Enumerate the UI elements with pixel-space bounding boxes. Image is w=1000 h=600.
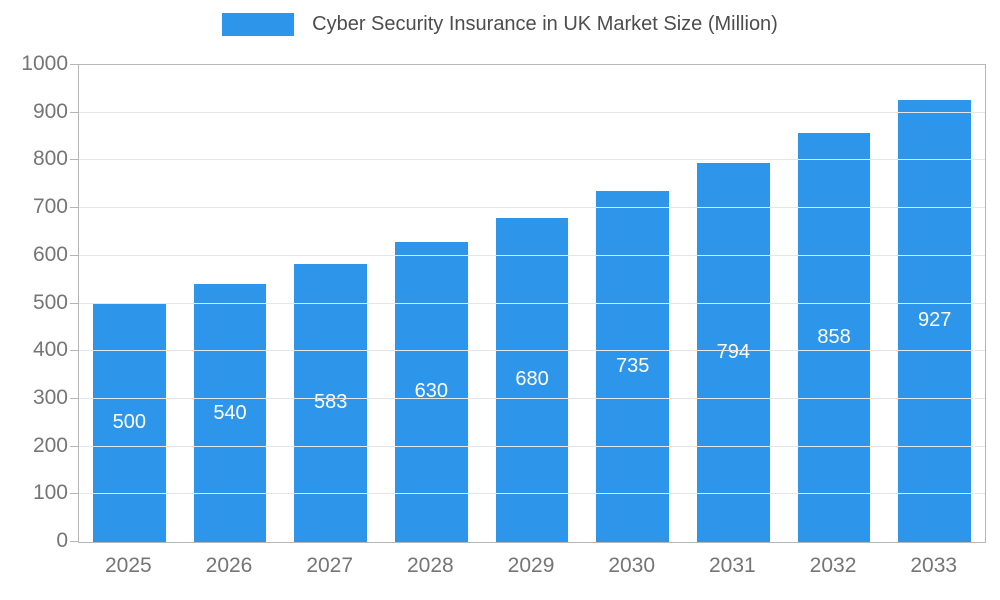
y-axis-label: 600 — [32, 242, 68, 266]
bar-value-label: 858 — [817, 325, 851, 348]
y-axis-tick — [70, 397, 78, 399]
bar-slot: 680 — [482, 65, 583, 542]
bar-2032[interactable]: 858 — [797, 132, 871, 542]
x-axis-label: 2032 — [809, 554, 857, 577]
gridline — [79, 159, 985, 161]
y-axis-label: 300 — [32, 385, 68, 409]
bar-slot: 583 — [280, 65, 381, 542]
bar-value-label: 630 — [414, 380, 449, 403]
gridline — [79, 302, 985, 304]
x-axis-label: 2027 — [306, 554, 354, 577]
bar-value-label: 500 — [112, 411, 147, 434]
y-axis-tick — [70, 207, 78, 209]
gridline — [79, 207, 985, 209]
bar-slot: 735 — [582, 65, 683, 542]
bar-2029[interactable]: 680 — [495, 217, 569, 542]
gridline — [79, 493, 985, 495]
plot-area: 500 540 583 630 680 735 794 858 927 — [70, 64, 986, 543]
bar-slot: 500 — [79, 65, 180, 542]
bar-2033[interactable]: 927 — [898, 99, 971, 542]
bar-slot: 540 — [180, 65, 281, 542]
bar-2031[interactable]: 794 — [697, 163, 770, 542]
bar-value-label: 735 — [616, 355, 650, 378]
y-axis-tick — [70, 111, 78, 113]
bar-2030[interactable]: 735 — [596, 191, 669, 542]
gridline — [79, 445, 985, 447]
x-axis-label: 2029 — [507, 554, 555, 577]
bars-group: 500 540 583 630 680 735 794 858 927 — [79, 65, 985, 542]
gridline — [79, 111, 985, 113]
x-axis-label: 2031 — [709, 554, 756, 577]
bar-slot: 794 — [683, 65, 784, 542]
y-axis-label: 200 — [32, 433, 68, 457]
bar-slot: 630 — [381, 65, 482, 542]
bar-2026[interactable]: 540 — [193, 284, 267, 542]
gridline — [79, 254, 985, 256]
y-axis-label: 1000 — [21, 52, 68, 75]
y-axis-tick — [70, 64, 78, 65]
bar-value-label: 540 — [213, 401, 247, 424]
y-axis-label: 100 — [32, 481, 68, 505]
bar-slot: 927 — [884, 65, 985, 542]
x-axis-label: 2033 — [910, 554, 958, 577]
y-axis: 0 100 200 300 400 500 600 700 800 900 1000 — [0, 52, 68, 552]
y-axis-label: 800 — [32, 147, 68, 171]
y-axis-label: 0 — [56, 529, 68, 552]
y-axis-tick — [70, 350, 78, 352]
x-axis-label: 2026 — [205, 554, 253, 577]
y-axis-tick — [70, 493, 78, 495]
legend-swatch-icon — [222, 13, 295, 36]
bar-2027[interactable]: 583 — [294, 263, 367, 542]
x-axis-label: 2025 — [104, 554, 152, 577]
chart-legend[interactable]: Cyber Security Insurance in UK Market Si… — [0, 13, 1000, 36]
y-axis-tick — [70, 302, 78, 304]
y-axis-tick — [70, 541, 78, 542]
gridline — [79, 350, 985, 352]
gridline — [79, 397, 985, 399]
x-axis-label: 2030 — [608, 554, 656, 577]
bar-2025[interactable]: 500 — [93, 303, 166, 542]
bar-2028[interactable]: 630 — [395, 241, 468, 542]
bar-value-label: 794 — [716, 341, 751, 364]
bar-value-label: 680 — [515, 368, 549, 391]
y-axis-label: 500 — [32, 290, 68, 314]
x-axis: 2025 2026 2027 2028 2029 2030 2031 2032 2033 — [78, 554, 984, 578]
bar-value-label: 927 — [918, 309, 952, 332]
bar-slot: 858 — [784, 65, 885, 542]
y-axis-label: 900 — [32, 99, 68, 123]
y-axis-tick — [70, 445, 78, 447]
y-axis-tick — [70, 159, 78, 161]
y-axis-tick — [70, 254, 78, 256]
bar-value-label: 583 — [313, 391, 348, 414]
y-axis-label: 700 — [32, 195, 68, 219]
chart-title: Cyber Security Insurance in UK Market Si… — [312, 13, 778, 35]
x-axis-label: 2028 — [406, 554, 454, 577]
y-axis-label: 400 — [32, 338, 68, 362]
